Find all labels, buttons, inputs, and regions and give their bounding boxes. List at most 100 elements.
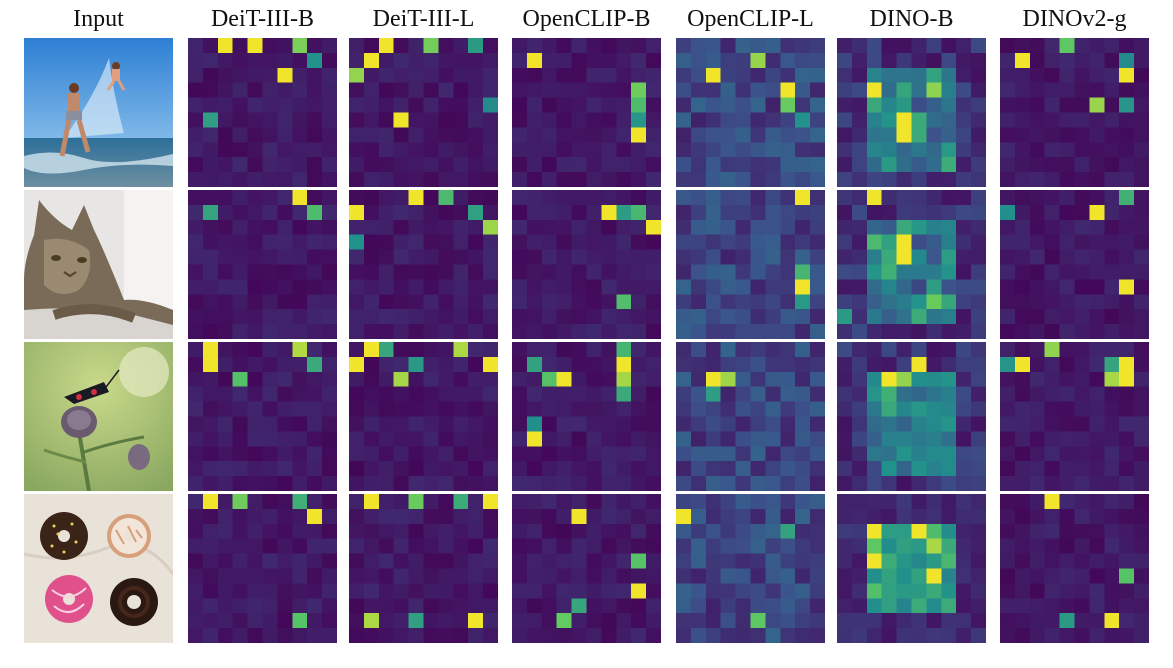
heatmap-patch (676, 234, 692, 250)
heatmap-patch (926, 112, 942, 128)
heatmap-patch (349, 112, 365, 128)
heatmap-patch (512, 279, 528, 295)
heatmap-patch (1119, 613, 1135, 629)
heatmap-patch (881, 234, 897, 250)
heatmap-beach-openclip-b (512, 38, 661, 187)
heatmap-patch (1059, 97, 1075, 113)
heatmap-patch (851, 431, 868, 447)
heatmap-patch (247, 538, 263, 554)
heatmap-patch (541, 38, 557, 54)
heatmap-patch (1059, 386, 1075, 402)
heatmap-patch (780, 52, 796, 69)
heatmap-patch (1000, 356, 1016, 373)
heatmap-patch (232, 523, 248, 539)
heatmap-patch (232, 38, 248, 54)
heatmap-patch (881, 324, 897, 339)
heatmap-patch (780, 416, 796, 432)
heatmap-patch (810, 82, 825, 98)
heatmap-patch (1059, 431, 1075, 447)
heatmap-patch (881, 38, 897, 54)
heatmap-patch (795, 568, 811, 584)
heatmap-patch (232, 598, 248, 614)
heatmap-patch (571, 279, 587, 295)
heatmap-patch (646, 523, 661, 539)
heatmap-patch (438, 82, 454, 98)
heatmap-patch (971, 309, 986, 325)
heatmap-patch (453, 127, 469, 143)
heatmap-patch (378, 583, 394, 599)
heatmap-patch (1074, 553, 1090, 569)
heatmap-patch (526, 249, 543, 265)
heatmap-patch (896, 309, 912, 325)
heatmap-patch (188, 598, 204, 614)
heatmap-patch (541, 342, 557, 358)
heatmap-patch (631, 142, 647, 158)
heatmap-patch (616, 446, 632, 462)
heatmap-patch (1059, 279, 1075, 295)
heatmap-patch (735, 508, 751, 525)
heatmap-patch (393, 264, 409, 280)
heatmap-patch (881, 476, 897, 491)
heatmap-patch (1089, 371, 1105, 387)
heatmap-patch (202, 234, 219, 250)
heatmap-patch (556, 190, 572, 206)
heatmap-patch (512, 112, 528, 128)
heatmap-patch (556, 598, 572, 614)
heatmap-patch (586, 598, 602, 614)
heatmap-patch (202, 494, 219, 510)
donut-photo (24, 494, 173, 643)
heatmap-patch (307, 613, 323, 629)
heatmap-patch (735, 401, 751, 417)
heatmap-patch (795, 386, 811, 402)
heatmap-patch (810, 523, 825, 539)
heatmap-patch (851, 294, 868, 310)
heatmap-patch (408, 157, 424, 173)
heatmap-patch (1074, 523, 1090, 539)
heatmap-patch (541, 157, 557, 173)
heatmap-patch (676, 172, 692, 187)
heatmap-patch (262, 234, 278, 250)
heatmap-patch (307, 67, 323, 83)
heatmap-patch (217, 190, 233, 206)
heatmap-patch (690, 112, 707, 128)
heatmap-patch (780, 219, 796, 235)
heatmap-patch (1014, 523, 1031, 539)
heatmap-patch (202, 598, 219, 614)
heatmap-patch (690, 508, 707, 525)
heatmap-patch (941, 112, 957, 128)
heatmap-patch (526, 294, 543, 310)
heatmap-patch (676, 494, 692, 510)
heatmap-patch (423, 553, 439, 569)
heatmap-patch (512, 494, 528, 510)
heatmap-patch (393, 234, 409, 250)
heatmap-patch (438, 476, 454, 491)
heatmap-patch (1134, 508, 1149, 525)
heatmap-patch (202, 112, 219, 128)
heatmap-patch (881, 342, 897, 358)
heatmap-patch (277, 446, 293, 462)
heatmap-patch (956, 523, 972, 539)
heatmap-patch (586, 52, 602, 69)
heatmap-patch (881, 157, 897, 173)
heatmap-patch (349, 538, 365, 554)
heatmap-patch (735, 628, 751, 643)
heatmap-patch (956, 249, 972, 265)
heatmap-patch (1044, 279, 1060, 295)
heatmap-patch (322, 553, 337, 569)
heatmap-patch (202, 97, 219, 113)
heatmap-patch (453, 342, 469, 358)
heatmap-patch (1044, 508, 1060, 525)
heatmap-patch (541, 508, 557, 525)
heatmap-patch (765, 264, 781, 280)
heatmap-patch (202, 386, 219, 402)
heatmap-patch (810, 401, 825, 417)
heatmap-patch (720, 628, 736, 643)
heatmap-patch (795, 82, 811, 98)
heatmap-patch (676, 97, 692, 113)
heatmap-patch (810, 553, 825, 569)
heatmap-patch (780, 568, 796, 584)
heatmap-patch (795, 476, 811, 491)
heatmap-patch (795, 583, 811, 599)
heatmap-patch (795, 342, 811, 358)
heatmap-patch (765, 386, 781, 402)
